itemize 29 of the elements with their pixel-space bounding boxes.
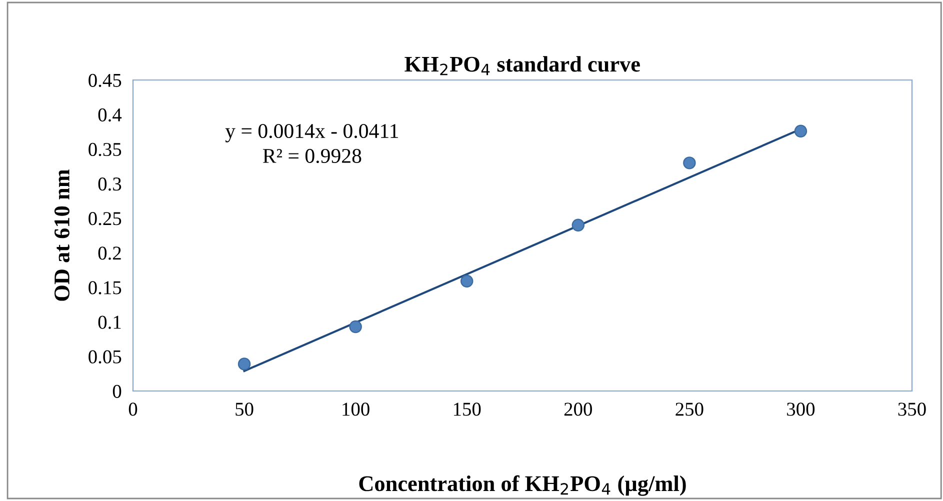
x-tick-label: 0: [128, 402, 138, 416]
annotation: R² = 0.9928: [262, 148, 362, 164]
x-tick-label: 100: [342, 402, 370, 416]
y-axis-title: OD at 610 nm: [54, 170, 70, 301]
y-tick-label: 0.1: [98, 316, 121, 329]
chart-title: KH$_{2}$PO$_{4}$ standard curve: [404, 56, 640, 76]
x-tick-label: 150: [454, 402, 481, 416]
x-tick-label: 250: [676, 402, 704, 416]
point: [683, 156, 696, 170]
point: [794, 124, 808, 138]
y-tick-label: 0.45: [88, 74, 122, 88]
x-tick-label: 300: [787, 402, 815, 416]
y-tick-label: 0.4: [98, 108, 122, 122]
point: [349, 320, 362, 334]
y-tick-label: 0.05: [88, 350, 122, 364]
y-tick-label: 0.35: [88, 142, 122, 156]
y-tick-label: 0.25: [88, 212, 122, 226]
y-tick-label: 0.15: [88, 281, 122, 294]
point: [238, 358, 251, 370]
y-tick-label: 0: [112, 384, 122, 398]
y-tick-label: 0.2: [98, 246, 121, 260]
y-tick-label: 0.3: [98, 177, 122, 191]
x-tick-label: 200: [564, 402, 592, 416]
x-axis-title: Concentration of KH$_{2}$PO$_{4}$ (µg/ml): [359, 475, 686, 496]
x-tick-label: 350: [898, 402, 926, 416]
x-tick-label: 50: [236, 402, 254, 416]
point: [460, 274, 474, 288]
annotation: y = 0.0014x - 0.0411: [225, 124, 398, 142]
point: [572, 218, 585, 232]
